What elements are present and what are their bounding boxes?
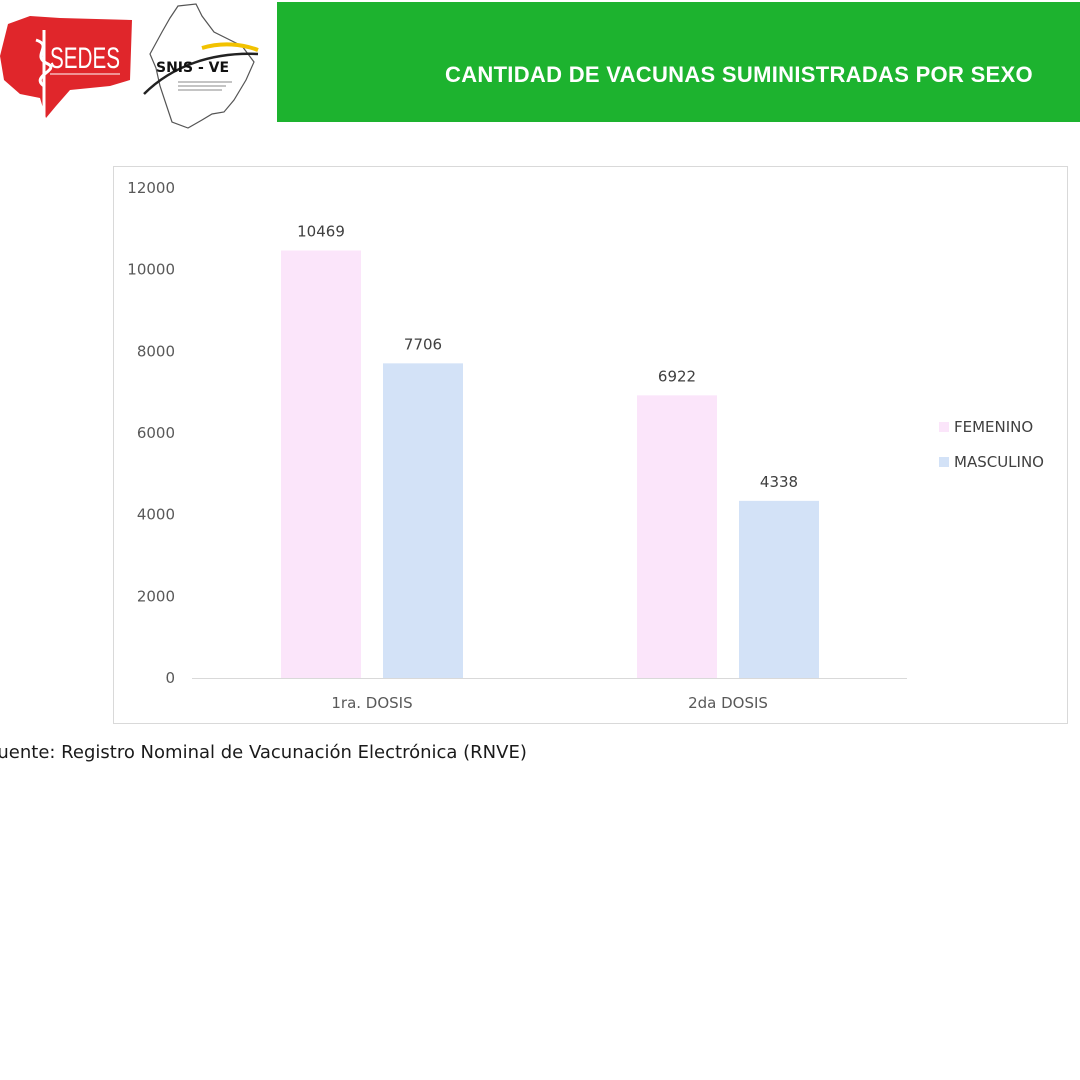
- legend-swatch: [939, 422, 949, 432]
- bar-masculino: [383, 363, 463, 678]
- title-banner: CANTIDAD DE VACUNAS SUMINISTRADAS POR SE…: [277, 2, 1080, 122]
- x-tick-label: 2da DOSIS: [688, 694, 768, 712]
- y-tick-label: 12000: [127, 179, 175, 197]
- legend-label: MASCULINO: [954, 453, 1044, 471]
- snis-swoosh-yellow: [201, 42, 259, 52]
- bolivia-map-outline: [149, 3, 255, 129]
- data-label: 10469: [297, 223, 345, 241]
- y-tick-label: 8000: [137, 342, 175, 360]
- bar-femenino: [281, 250, 361, 678]
- y-tick-label: 2000: [137, 587, 175, 605]
- legend-label: FEMENINO: [954, 418, 1033, 436]
- sedes-logo: SEDES: [0, 16, 132, 128]
- snis-swoosh: [143, 52, 259, 95]
- data-label: 4338: [760, 473, 798, 491]
- page-title: CANTIDAD DE VACUNAS SUMINISTRADAS POR SE…: [445, 62, 1033, 87]
- y-tick-label: 10000: [127, 261, 175, 279]
- bar-masculino: [739, 500, 819, 678]
- chart-frame: 0 2000 4000 6000 8000 10000 12000 10469 7706 1ra.…: [113, 166, 1068, 724]
- y-tick-label: 0: [165, 669, 175, 687]
- snis-ve-logo: SNIS - VE: [143, 3, 259, 129]
- snis-logo-text: SNIS - VE: [156, 60, 229, 76]
- source-note: Fuente: Registro Nominal de Vacunación E…: [0, 742, 527, 763]
- bar-chart: 0 2000 4000 6000 8000 10000 12000 10469 7706 1ra.…: [127, 179, 1044, 712]
- caduceus-snake: [35, 38, 53, 88]
- data-label: 7706: [404, 335, 442, 353]
- bar-femenino: [637, 395, 717, 678]
- y-tick-label: 4000: [137, 506, 175, 524]
- sedes-map-shape: [0, 16, 132, 118]
- sedes-logo-text: SEDES: [50, 42, 120, 75]
- x-tick-label: 1ra. DOSIS: [331, 694, 412, 712]
- legend-swatch: [939, 457, 949, 467]
- data-label: 6922: [658, 367, 696, 385]
- y-tick-label: 6000: [137, 424, 175, 442]
